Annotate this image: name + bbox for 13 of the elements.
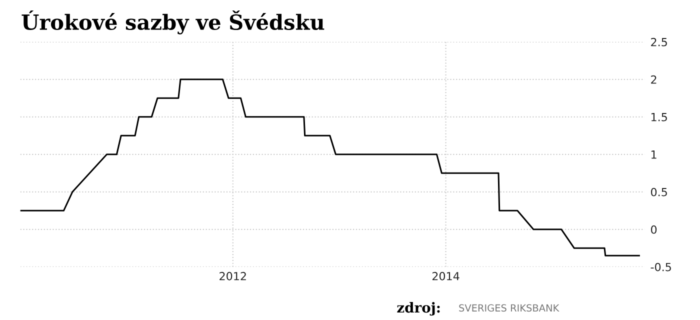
- y-tick-label: -0.5: [650, 262, 671, 272]
- x-tick-label: 2014: [432, 272, 460, 280]
- text: SVERIGES RIKSBANK: [459, 304, 560, 312]
- y-tick-label: 0: [650, 225, 657, 234]
- y-tick-label: 2.5: [651, 38, 667, 46]
- text: zdroj:: [397, 302, 440, 316]
- y-tick-label: 1.5: [651, 113, 667, 122]
- y-tick-label: 0.5: [650, 188, 667, 196]
- y-tick-label: 2: [651, 75, 656, 84]
- line-series: [20, 78, 640, 256]
- chart-title: Úrokové sazby ve Švédsku: [22, 10, 324, 34]
- x-tick-label: 2012: [220, 272, 246, 280]
- y-tick-label: 1: [651, 150, 656, 159]
